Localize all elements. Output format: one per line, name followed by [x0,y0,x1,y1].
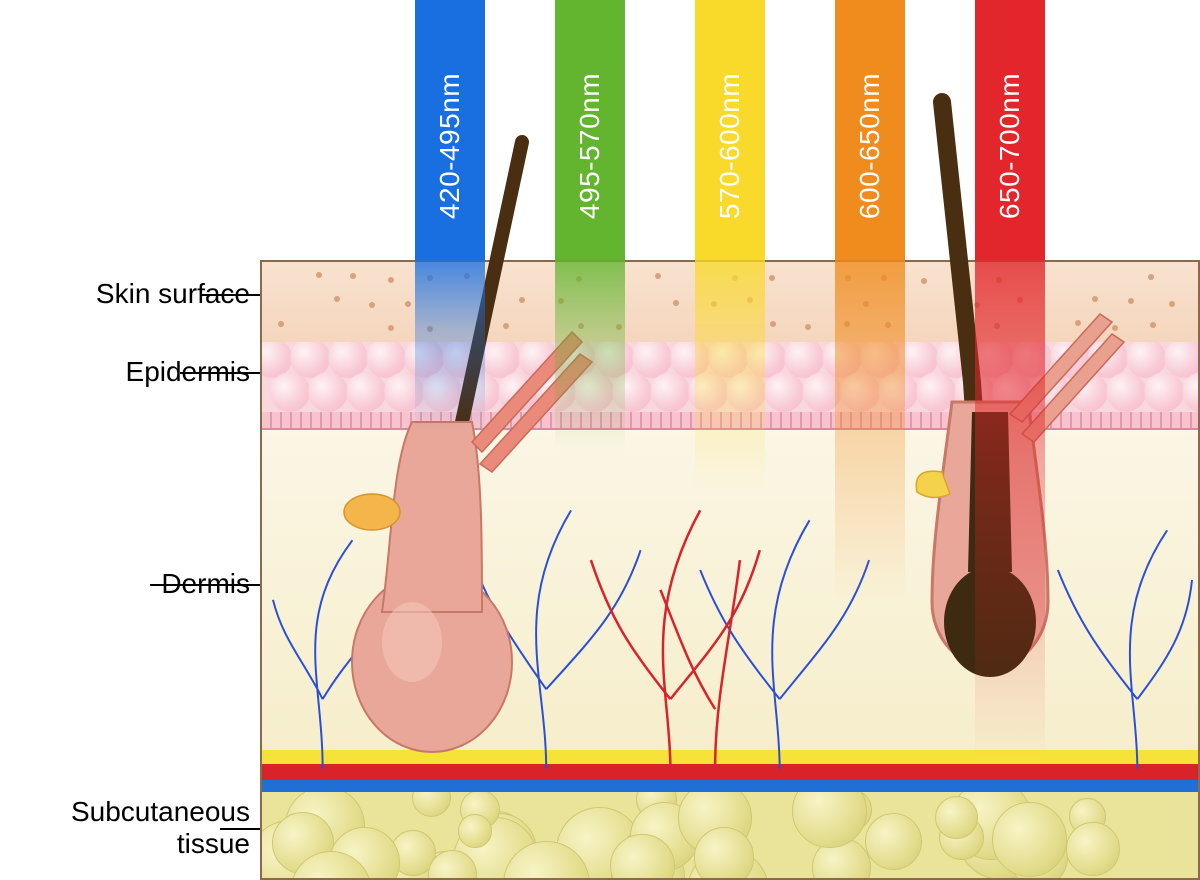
leader-line [200,294,260,296]
light-penetration-green [555,260,625,450]
leader-line [150,584,260,586]
light-penetration-blue [415,260,485,430]
light-penetration-red [975,260,1045,760]
leader-line [180,372,260,374]
leader-line [220,828,260,830]
layer-labels: Skin surface Epidermis Dermis Subcutaneo… [0,0,260,880]
hair-follicle-left [322,142,582,787]
light-penetration-orange [835,260,905,600]
light-penetration-yellow [695,260,765,490]
skin-diagram: 420-495nm495-570nm570-600nm600-650nm650-… [260,0,1200,880]
light-bar-yellow: 570-600nm [695,0,765,260]
light-bar-label-yellow: 570-600nm [714,73,746,219]
